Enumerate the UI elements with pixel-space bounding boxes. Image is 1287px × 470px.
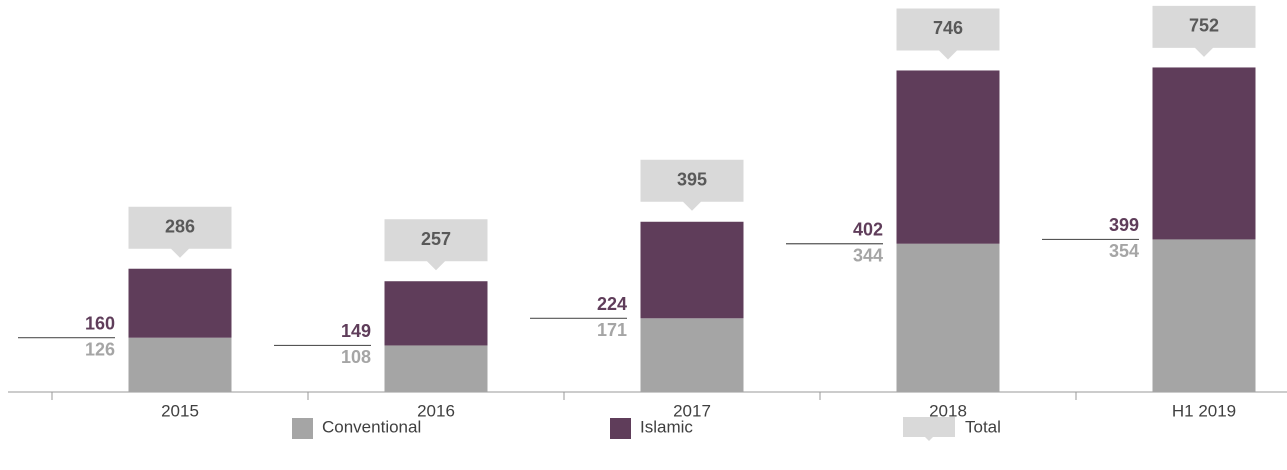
data-label: 354 xyxy=(1109,241,1139,261)
total-label: 257 xyxy=(421,229,451,249)
data-label: 160 xyxy=(85,313,115,333)
data-label: 402 xyxy=(853,219,883,239)
total-label: 286 xyxy=(165,216,195,236)
total-callout xyxy=(640,159,744,211)
total-callout xyxy=(128,206,232,258)
legend-label: Total xyxy=(965,417,1001,436)
bar-segment xyxy=(384,345,488,392)
x-tick-label: 2016 xyxy=(417,401,455,420)
total-callout xyxy=(896,8,1000,60)
data-label: 108 xyxy=(341,347,371,367)
total-callout xyxy=(1152,5,1256,57)
x-tick-label: H1 2019 xyxy=(1172,401,1236,420)
legend-swatch xyxy=(292,418,313,439)
bar-segment xyxy=(896,243,1000,392)
data-label: 344 xyxy=(853,245,883,265)
data-label: 224 xyxy=(597,294,627,314)
total-label: 395 xyxy=(677,170,707,190)
bar-segment xyxy=(1152,67,1256,240)
legend-label: Conventional xyxy=(322,417,421,436)
legend-swatch xyxy=(610,418,631,439)
bar-segment xyxy=(640,221,744,319)
total-callout xyxy=(384,219,488,271)
data-label: 171 xyxy=(597,320,627,340)
bar-segment xyxy=(128,337,232,392)
x-tick-label: 2018 xyxy=(929,401,967,420)
x-tick-label: 2015 xyxy=(161,401,199,420)
bar-segment xyxy=(1152,239,1256,392)
bar-segment xyxy=(128,268,232,338)
bar-segment xyxy=(896,70,1000,244)
total-label: 752 xyxy=(1189,16,1219,36)
legend-swatch xyxy=(903,417,955,441)
bar-segment xyxy=(640,318,744,392)
data-label: 126 xyxy=(85,339,115,359)
data-label: 149 xyxy=(341,321,371,341)
total-label: 746 xyxy=(933,18,963,38)
x-tick-label: 2017 xyxy=(673,401,711,420)
legend-label: Islamic xyxy=(640,417,693,436)
data-label: 399 xyxy=(1109,215,1139,235)
bar-segment xyxy=(384,281,488,346)
